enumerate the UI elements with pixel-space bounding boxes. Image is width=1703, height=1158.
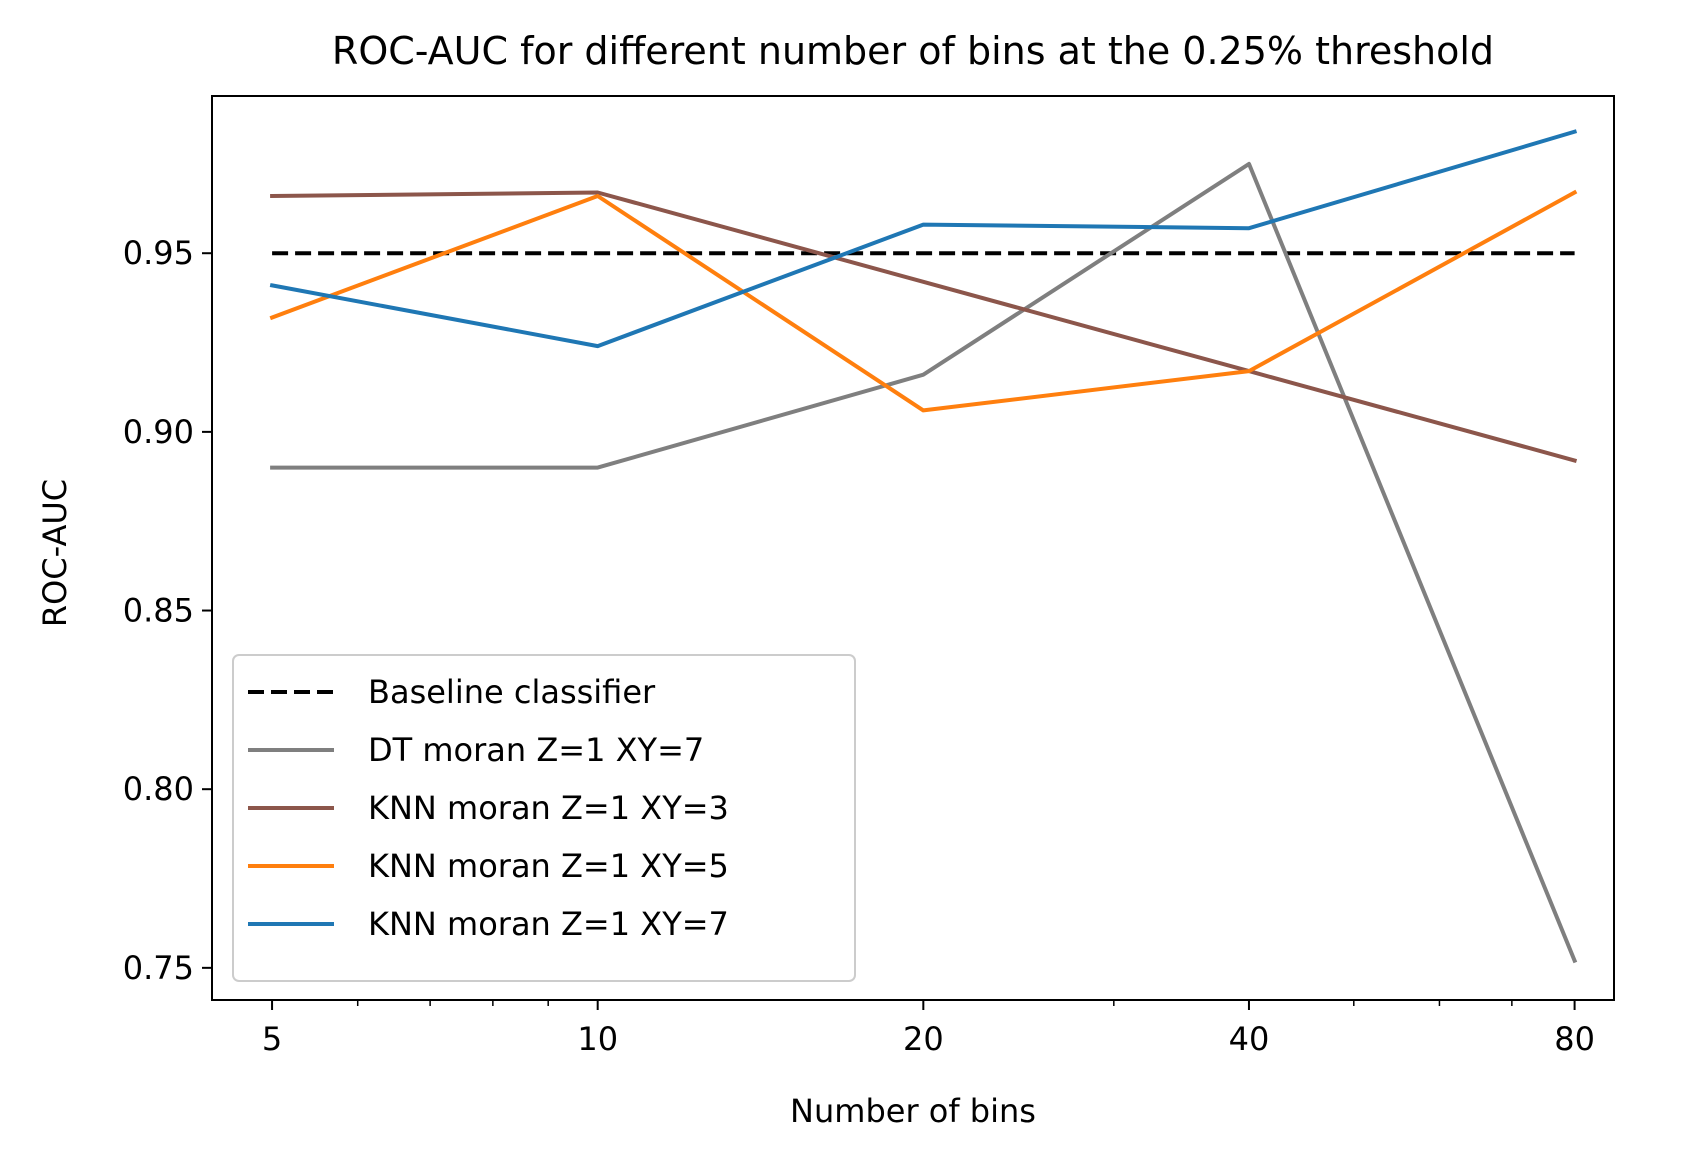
x-axis-label: Number of bins — [790, 1092, 1036, 1130]
legend-frame — [232, 654, 856, 982]
y-tick-label: 0.90 — [123, 413, 194, 451]
y-tick-label: 0.75 — [123, 949, 194, 987]
x-tick-label: 20 — [903, 1020, 944, 1058]
legend-label-3: KNN moran Z=1 XY=5 — [368, 847, 729, 885]
x-tick-label: 10 — [577, 1020, 618, 1058]
series-line-4 — [269, 129, 1578, 349]
y-tick-label: 0.95 — [123, 234, 194, 272]
y-tick-label: 0.80 — [123, 770, 194, 808]
legend-label-2: KNN moran Z=1 XY=3 — [368, 789, 729, 827]
plot-area-frame — [211, 95, 1615, 1001]
legend-label-0: Baseline classifier — [368, 673, 656, 711]
x-tick-label: 5 — [262, 1020, 282, 1058]
y-axis-label: ROC-AUC — [36, 479, 74, 627]
legend-label-4: KNN moran Z=1 XY=7 — [368, 905, 729, 943]
y-tick-label: 0.85 — [123, 592, 194, 630]
legend: Baseline classifier DT moran Z=1 XY=7 KNN … — [232, 654, 856, 982]
series-line-1 — [270, 161, 1578, 964]
series-line-3 — [269, 189, 1578, 413]
axes-layer: 0.75 0.80 0.85 0.90 0.95 5 10 20 40 80 — [123, 234, 1595, 1058]
series-layer — [269, 129, 1578, 964]
x-tick-label: 80 — [1554, 1020, 1595, 1058]
x-tick-label: 40 — [1229, 1020, 1270, 1058]
legend-label-1: DT moran Z=1 XY=7 — [368, 731, 704, 769]
series-line-2 — [270, 190, 1578, 463]
chart-title: ROC-AUC for different number of bins at … — [332, 29, 1494, 73]
